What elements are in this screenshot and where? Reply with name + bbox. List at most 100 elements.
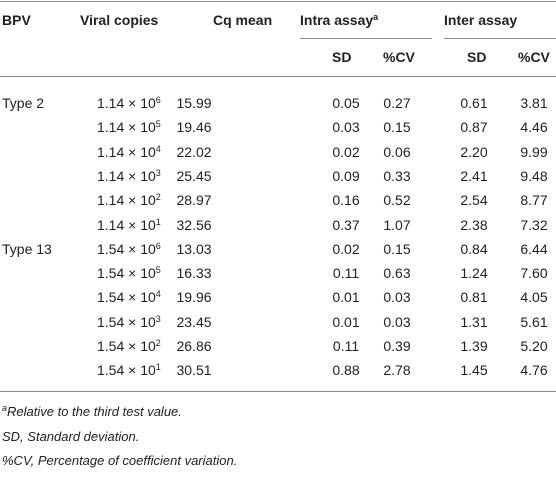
table-cell: 0.06 (383, 143, 411, 160)
table-cell: 2.20 (460, 143, 488, 160)
superscript: a (373, 12, 379, 22)
table-cell: 2.78 (383, 362, 411, 379)
table-cell: 4.76 (520, 362, 548, 379)
exponent: 2 (155, 338, 161, 348)
table-cell: 1.31 (460, 313, 488, 330)
header-text: Intra assay (300, 12, 374, 28)
table-cell: 0.88 (332, 362, 360, 379)
table-cell: 0.84 (460, 240, 488, 257)
subheader-cell: SD (467, 49, 487, 65)
table-cell: 0.05 (332, 95, 360, 111)
table-cell: 4.05 (520, 289, 548, 306)
table-cell: 1.39 (460, 338, 488, 354)
table-cell: 0.39 (383, 338, 411, 354)
exponent: 1 (155, 362, 161, 373)
rule (444, 38, 556, 39)
viral-copies: 1.14 × 103 (97, 168, 161, 184)
subheader-cell: %CV (518, 49, 550, 65)
viral-copies: 1.54 × 102 (97, 338, 161, 354)
table-cell: 0.52 (383, 192, 411, 209)
table-cell: 0.03 (383, 289, 411, 306)
header-cell: Viral copies (80, 12, 159, 28)
exponent: 1 (155, 216, 161, 227)
table-cell: 0.03 (332, 119, 360, 136)
header-cell: Inter assay (444, 12, 518, 28)
table-cell: 1.24 (460, 265, 488, 282)
viral-copies: 1.14 × 105 (97, 119, 161, 135)
table-cell: 0.15 (383, 240, 411, 257)
table-cell: 5.61 (520, 313, 548, 330)
viral-copies: 1.54 × 101 (97, 362, 161, 378)
table-cell: 2.41 (460, 167, 488, 184)
copies-base: 1.14 × 10 (97, 119, 156, 136)
table-cell: 9.48 (520, 167, 548, 184)
footnote: aRelative to the third test value. (2, 404, 182, 420)
exponent: 4 (155, 143, 161, 154)
copies-base: 1.54 × 10 (97, 313, 156, 330)
table-cell: 25.45 (176, 167, 212, 184)
table-cell: 3.81 (520, 95, 548, 111)
table-cell: 32.56 (176, 216, 212, 233)
table-cell: 0.27 (383, 95, 411, 111)
table-cell: 4.46 (520, 119, 548, 136)
table-cell: 5.20 (520, 338, 548, 354)
table-cell: 2.38 (460, 216, 488, 233)
exponent: 6 (155, 240, 161, 251)
table-cell: 15.99 (176, 95, 212, 111)
viral-copies: 1.14 × 104 (97, 144, 161, 160)
copies-base: 1.14 × 10 (97, 143, 156, 160)
footnote-text: %CV, Percentage of coefficient variation… (2, 453, 238, 468)
table-cell: 0.02 (332, 240, 360, 257)
table-cell: 0.87 (460, 119, 488, 136)
copies-base: 1.54 × 10 (97, 240, 156, 257)
exponent: 2 (155, 192, 161, 203)
table-cell: 1.07 (383, 216, 411, 233)
table-cell: 8.77 (520, 192, 548, 209)
viral-copies: 1.54 × 106 (97, 241, 161, 257)
exponent: 3 (155, 313, 161, 324)
footnote: SD, Standard deviation. (2, 429, 139, 445)
table-cell: 22.02 (176, 143, 212, 160)
table-cell: 0.33 (383, 167, 411, 184)
table-cell: 0.37 (332, 216, 360, 233)
table-cell: 7.32 (520, 216, 548, 233)
table-cell: 30.51 (176, 362, 212, 379)
exponent: 6 (155, 95, 161, 105)
table-cell: 28.97 (176, 192, 212, 209)
table-cell: 0.63 (383, 265, 411, 282)
footnote-text: SD, Standard deviation. (2, 428, 140, 444)
table-cell: 26.86 (176, 338, 212, 354)
viral-copies: 1.14 × 102 (97, 192, 161, 208)
copies-base: 1.54 × 10 (97, 265, 156, 282)
table-cell: 0.61 (460, 95, 488, 111)
table-cell: 19.96 (176, 289, 212, 306)
table-cell: 0.01 (332, 313, 360, 330)
viral-copies: 1.14 × 101 (97, 217, 161, 233)
copies-base: 1.14 × 10 (97, 192, 156, 209)
table-cell: 6.44 (520, 240, 548, 257)
viral-copies: 1.54 × 104 (97, 289, 161, 305)
table-cell: 0.15 (383, 119, 411, 136)
table-cell: 19.46 (176, 119, 212, 136)
footnote-text: Relative to the third test value. (7, 404, 182, 419)
table-cell: 2.54 (460, 192, 488, 209)
table-cell: 0.02 (332, 143, 360, 160)
header-cell: BPV (2, 12, 31, 28)
table-cell: 1.45 (460, 362, 488, 379)
table-cell: 16.33 (176, 265, 212, 282)
rule (0, 1, 556, 2)
copies-base: 1.14 × 10 (97, 95, 156, 111)
viral-copies: 1.54 × 103 (97, 314, 161, 330)
copies-base: 1.14 × 10 (97, 216, 156, 233)
copies-base: 1.14 × 10 (97, 167, 156, 184)
row-label: Type 13 (2, 240, 52, 257)
row-label: Type 2 (2, 95, 45, 111)
rule (300, 38, 432, 39)
table-cell: 9.99 (520, 143, 548, 160)
superscript: a (2, 403, 8, 413)
table-cell: 0.16 (332, 192, 360, 209)
subheader-cell: %CV (383, 49, 415, 65)
subheader-cell: SD (332, 49, 352, 65)
copies-base: 1.54 × 10 (97, 289, 156, 306)
